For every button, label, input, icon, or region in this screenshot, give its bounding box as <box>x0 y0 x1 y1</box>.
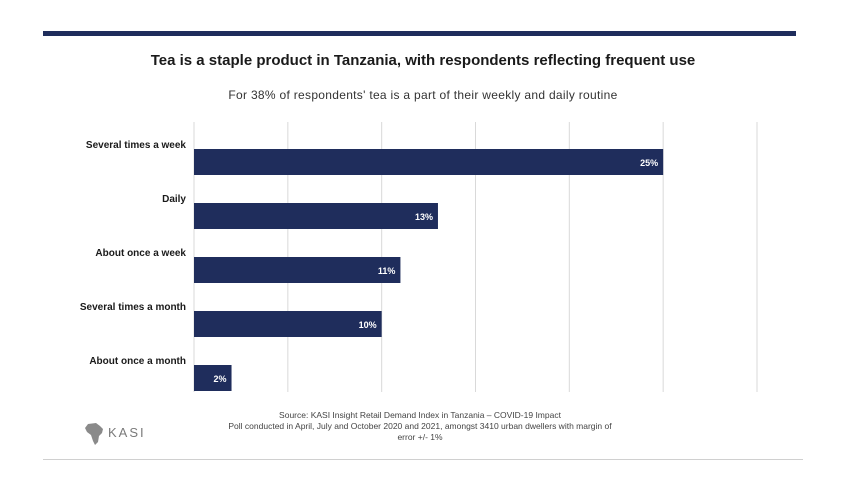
africa-map-icon <box>85 423 103 445</box>
bar <box>194 365 232 391</box>
source-line-2: Poll conducted in April, July and Octobe… <box>228 421 612 431</box>
category-label: About once a month <box>89 356 186 367</box>
top-rule <box>43 31 796 36</box>
category-label: Several times a week <box>86 140 187 151</box>
kasi-logo: KASI <box>82 420 172 448</box>
bar <box>194 311 382 337</box>
category-label: Daily <box>162 194 186 205</box>
bar <box>194 203 438 229</box>
data-label: 25% <box>640 158 658 168</box>
data-label: 2% <box>214 374 227 384</box>
source-note: Source: KASI Insight Retail Demand Index… <box>190 410 650 443</box>
data-label: 11% <box>378 266 396 276</box>
bar <box>194 149 664 175</box>
source-line-3: error +/- 1% <box>397 432 443 442</box>
bar <box>194 257 401 283</box>
category-label: About once a week <box>95 248 186 259</box>
data-label: 13% <box>415 212 433 222</box>
data-label: 10% <box>359 320 377 330</box>
bar-chart: Several times a week 25% Daily 13% About onc… <box>80 122 758 392</box>
bottom-rule <box>43 459 803 460</box>
category-label: Several times a month <box>80 302 186 313</box>
source-line-1: Source: KASI Insight Retail Demand Index… <box>279 410 561 420</box>
chart-title: Tea is a staple product in Tanzania, wit… <box>150 52 696 69</box>
chart-subtitle: For 38% of respondents' tea is a part of… <box>228 88 618 102</box>
logo-text: KASI <box>108 425 146 440</box>
